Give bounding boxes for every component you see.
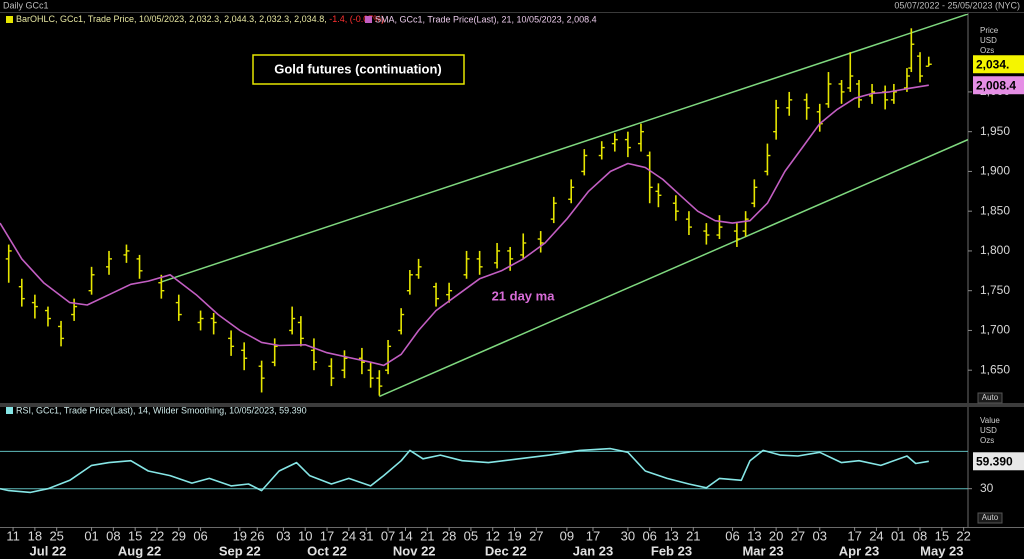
chart-title: Gold futures (continuation) [274,61,442,76]
x-tick-label: 17 [586,528,600,543]
x-tick-label: 27 [791,528,805,543]
legend-text: BarOHLC, GCc1, Trade Price, 10/05/2023, … [16,14,327,24]
y-tick-label: 30 [980,481,994,495]
month-label: May 23 [920,543,963,558]
month-label: Oct 22 [307,543,347,558]
x-tick-label: 17 [847,528,861,543]
window-title: Daily GCc1 [3,0,49,10]
y-tick-label: 1,850 [980,203,1010,217]
y-tick-label: 1,800 [980,243,1010,257]
sma-line [0,84,929,367]
legend: BarOHLC, GCc1, Trade Price, 10/05/2023, … [16,14,384,24]
last-value-label: 2,034. [976,57,1009,71]
x-tick-label: 24 [342,528,356,543]
month-label: Sep 22 [219,543,261,558]
axis-unit: Ozs [980,436,994,445]
rsi-line [0,447,929,494]
scale-button-label[interactable]: Auto [982,393,999,402]
y-tick-label: 1,650 [980,362,1010,376]
scale-button[interactable] [977,512,1003,524]
x-tick-label: 30 [621,528,635,543]
x-tick-label: 15 [128,528,142,543]
last-value-box [973,76,1024,95]
x-tick-label: 17 [320,528,334,543]
x-tick-label: 01 [891,528,905,543]
month-label: Mar 23 [742,543,783,558]
trendline [379,138,968,398]
x-tick-label: 24 [869,528,883,543]
x-tick-label: 14 [398,528,412,543]
x-tick-label: 12 [485,528,499,543]
last-value-box [973,55,1024,74]
date-range: 05/07/2022 - 25/05/2023 (NYC) [894,0,1020,10]
x-tick-label: 11 [6,528,20,543]
x-tick-label: 06 [642,528,656,543]
x-tick-label: 29 [172,528,186,543]
month-label: Nov 22 [393,543,436,558]
x-tick-label: 05 [464,528,478,543]
y-tick-label: 1,900 [980,164,1010,178]
axis-unit: Ozs [980,46,994,55]
month-label: Jan 23 [573,543,613,558]
x-tick-label: 15 [935,528,949,543]
y-tick-label: 1,700 [980,323,1010,337]
x-tick-label: 13 [747,528,761,543]
scale-button[interactable] [977,392,1003,404]
x-tick-label: 01 [84,528,98,543]
legend-icon [6,16,13,23]
x-tick-label: 09 [560,528,574,543]
axis-unit: USD [980,36,997,45]
x-tick-label: 07 [381,528,395,543]
x-tick-label: 26 [250,528,264,543]
plot-area [0,14,968,398]
x-tick-label: 31 [359,528,373,543]
plot-area [0,447,968,494]
last-value-label: 2,008.4 [976,78,1016,92]
trendline [161,14,968,283]
x-tick-label: 21 [686,528,700,543]
panel-separator [0,403,1024,407]
last-value-box [973,452,1024,471]
month-label: Aug 22 [118,543,161,558]
scale-button-label[interactable]: Auto [982,513,999,522]
x-tick-label: 08 [913,528,927,543]
y-tick-label: 1,950 [980,124,1010,138]
y-tick-label: 1,750 [980,283,1010,297]
x-tick-label: 18 [28,528,42,543]
sma-legend: SMA, GCc1, Trade Price(Last), 21, 10/05/… [375,14,597,24]
last-value-label: 59.390 [976,454,1013,468]
month-label: Apr 23 [839,543,879,558]
month-label: Jul 22 [30,543,67,558]
rsi-legend: RSI, GCc1, Trade Price(Last), 14, Wilder… [16,405,307,415]
annotation: 21 day ma [492,288,556,303]
axis-unit: Value [980,416,1000,425]
x-tick-label: 19 [233,528,247,543]
legend-icon [365,16,372,23]
x-tick-label: 22 [150,528,164,543]
month-label: Feb 23 [651,543,692,558]
legend-change: -1.4, (-0.07%) [329,14,384,24]
x-tick-label: 19 [507,528,521,543]
x-tick-label: 25 [49,528,63,543]
x-tick-label: 20 [769,528,783,543]
title-box [252,54,465,85]
x-tick-label: 06 [725,528,739,543]
legend-icon [6,407,13,414]
x-tick-label: 03 [276,528,290,543]
axis-unit: Price [980,26,999,35]
month-label: Dec 22 [485,543,527,558]
x-tick-label: 08 [106,528,120,543]
x-tick-label: 13 [664,528,678,543]
x-tick-label: 06 [193,528,207,543]
x-tick-label: 22 [956,528,970,543]
x-tick-label: 28 [442,528,456,543]
axis-unit: USD [980,426,997,435]
x-tick-label: 21 [420,528,434,543]
x-tick-label: 27 [529,528,543,543]
x-tick-label: 03 [813,528,827,543]
x-tick-label: 10 [298,528,312,543]
